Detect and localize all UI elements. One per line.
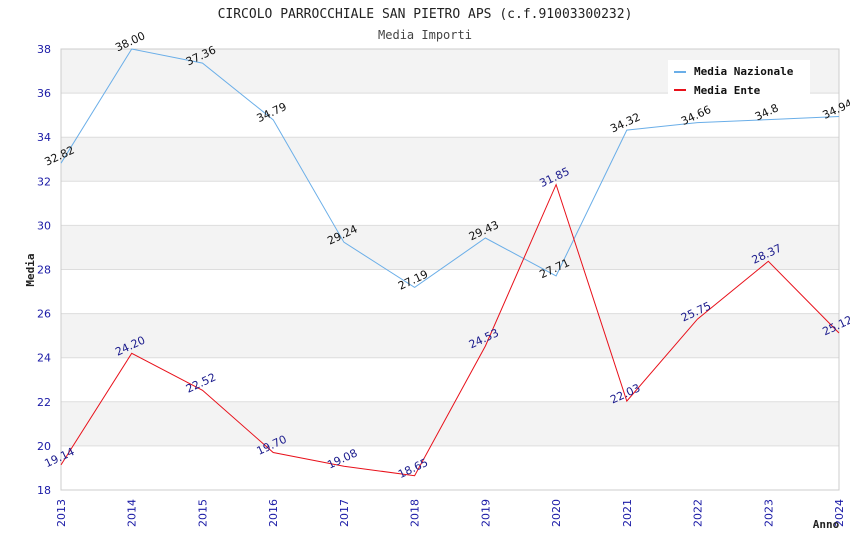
- x-tick-label: 2017: [338, 499, 351, 527]
- x-tick-label: 2013: [55, 499, 68, 527]
- series-line-media-nazionale: [60, 48, 840, 289]
- y-tick-label: 18: [37, 484, 51, 497]
- y-tick-label: 28: [37, 264, 51, 277]
- y-tick-label: 30: [37, 219, 51, 232]
- series-lines: [60, 48, 840, 477]
- legend-box: [668, 60, 810, 98]
- legend-label-media-ente: Media Ente: [694, 84, 761, 97]
- x-tick-label: 2022: [692, 499, 705, 527]
- plot-band: [61, 181, 839, 226]
- series-line-media-ente: [60, 183, 840, 477]
- plot-band: [61, 93, 839, 138]
- y-tick-label: 22: [37, 396, 51, 409]
- chart-subtitle: Media Importi: [378, 28, 472, 42]
- y-axis-ticks: 18 20 22 24 26 28 30 32 34 36 38: [37, 43, 51, 497]
- x-tick-label: 2020: [550, 499, 563, 527]
- y-tick-label: 24: [37, 352, 51, 365]
- y-axis-label: Media: [24, 253, 37, 286]
- x-tick-label: 2024: [833, 499, 846, 527]
- x-axis-label: Anno: [813, 518, 840, 531]
- plot-band: [61, 269, 839, 314]
- plot-band: [61, 445, 839, 490]
- y-tick-label: 36: [37, 87, 51, 100]
- chart-title: CIRCOLO PARROCCHIALE SAN PIETRO APS (c.f…: [218, 7, 633, 22]
- plot-band: [61, 313, 839, 358]
- plot-frame: [60, 48, 840, 491]
- legend: Media Nazionale Media Ente: [668, 60, 810, 98]
- y-tick-label: 38: [37, 43, 51, 56]
- plot-background-bands: [61, 49, 839, 490]
- x-axis-ticks: 2013 2014 2015 2016 2017 2018 2019 2020 2021 2022…: [55, 499, 846, 527]
- y-tick-label: 26: [37, 308, 51, 321]
- plot-band: [61, 401, 839, 446]
- x-tick-label: 2021: [621, 499, 634, 527]
- plot-band: [61, 357, 839, 402]
- y-tick-label: 20: [37, 440, 51, 453]
- x-tick-label: 2014: [126, 499, 139, 527]
- y-tick-label: 32: [37, 175, 51, 188]
- plot-band: [61, 137, 839, 182]
- x-tick-label: 2015: [196, 499, 209, 527]
- x-tick-label: 2016: [267, 499, 280, 527]
- legend-label-media-nazionale: Media Nazionale: [694, 65, 794, 78]
- x-tick-label: 2019: [479, 499, 492, 527]
- x-tick-label: 2018: [409, 499, 422, 527]
- y-tick-label: 34: [37, 131, 51, 144]
- x-tick-label: 2023: [762, 499, 775, 527]
